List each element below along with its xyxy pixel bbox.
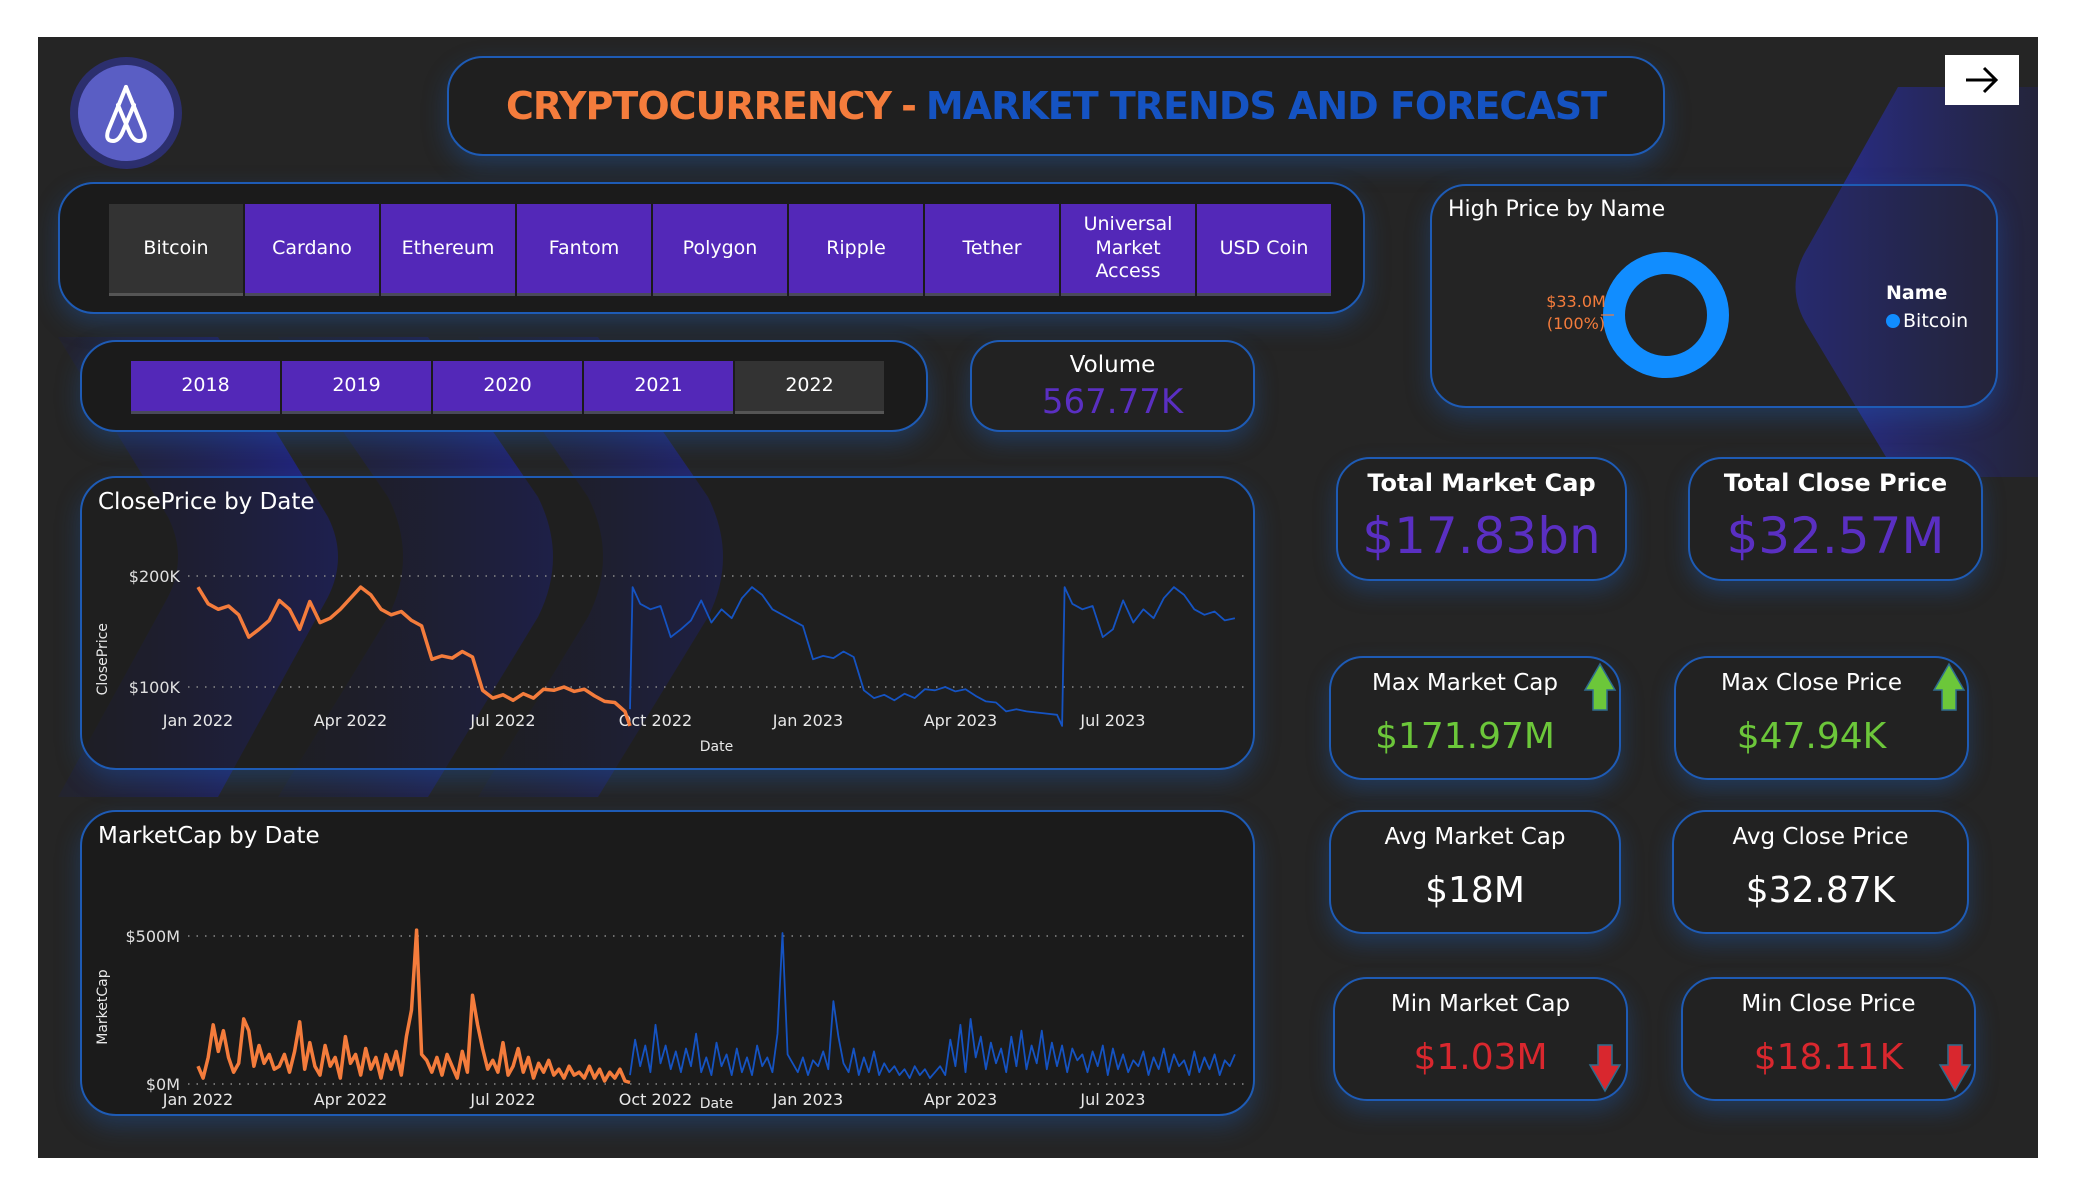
x-tick-label: Apr 2022 — [314, 711, 387, 730]
marketcap-chart-title: MarketCap by Date — [98, 823, 320, 849]
year-option-2018[interactable]: 2018 — [131, 361, 280, 414]
dashboard-canvas: CRYPTOCURRENCY - MARKET TRENDS AND FOREC… — [38, 37, 2038, 1158]
app-logo-icon — [78, 65, 174, 161]
x-tick-label: Oct 2022 — [619, 1090, 692, 1109]
donut-slice-bitcoin — [1603, 252, 1729, 378]
max-market-cap-label: Max Market Cap — [1372, 670, 1558, 696]
high-price-donut-panel — [1430, 184, 1998, 408]
series-line-actual — [196, 928, 631, 1085]
y-axis-title: MarketCap — [95, 969, 111, 1044]
marketcap-chart-panel — [80, 810, 1255, 1116]
title-separator: - — [901, 84, 917, 128]
legend-item-label: Bitcoin — [1903, 310, 1969, 332]
max-close-price-card: Max Close Price $47.94K — [1674, 656, 1969, 780]
x-tick-label: Apr 2023 — [924, 711, 997, 730]
trend-down-icon — [1588, 1044, 1622, 1093]
coin-option-polygon[interactable]: Polygon — [653, 204, 787, 296]
total-market-cap-card: Total Market Cap $17.83bn — [1336, 457, 1627, 581]
series-line-forecast — [629, 932, 1236, 1080]
coin-option-bitcoin[interactable]: Bitcoin — [109, 204, 243, 296]
coin-option-tether[interactable]: Tether — [925, 204, 1059, 296]
year-option-2019[interactable]: 2019 — [282, 361, 431, 414]
total-close-price-card: Total Close Price $32.57M — [1688, 457, 1983, 581]
total-close-price-label: Total Close Price — [1723, 469, 1948, 497]
closeprice-chart-panel — [80, 476, 1255, 770]
arrow-right-icon — [1966, 66, 1999, 94]
donut-data-label: $33.0M — [1546, 292, 1606, 311]
y-tick-label: $0M — [146, 1075, 180, 1094]
min-market-cap-label: Min Market Cap — [1390, 991, 1571, 1017]
x-tick-label: Jul 2023 — [1079, 711, 1145, 730]
max-close-price-value: $47.94K — [1736, 716, 1887, 757]
avg-market-cap-value: $18M — [1425, 870, 1525, 911]
x-tick-label: Apr 2022 — [314, 1090, 387, 1109]
min-close-price-label: Min Close Price — [1741, 991, 1916, 1017]
avg-close-price-label: Avg Close Price — [1732, 824, 1909, 850]
volume-value: 567.77K — [1041, 382, 1184, 422]
coin-option-ripple[interactable]: Ripple — [789, 204, 923, 296]
x-axis-title: Date — [700, 1096, 733, 1112]
total-close-price-value: $32.57M — [1726, 507, 1945, 565]
y-tick-label: $500M — [125, 927, 180, 946]
donut-legend: Name Bitcoin — [1886, 282, 1968, 332]
title-panel — [447, 56, 1665, 156]
marketcap-line-chart: $0M $500M Jan 2022 Apr 2022 Jul 2022 Oct 2022… — [95, 927, 1250, 1112]
x-tick-label: Jul 2022 — [469, 1090, 535, 1109]
x-tick-label: Jul 2022 — [469, 711, 535, 730]
coin-option-fantom[interactable]: Fantom — [517, 204, 651, 296]
x-tick-label: Jan 2023 — [772, 1090, 843, 1109]
legend-dot-icon — [1886, 314, 1900, 328]
y-axis-title: ClosePrice — [95, 623, 111, 695]
avg-close-price-card: Avg Close Price $32.87K — [1672, 810, 1969, 934]
x-tick-label: Jan 2022 — [162, 711, 233, 730]
app-logo — [70, 57, 182, 169]
min-market-cap-value: $1.03M — [1413, 1037, 1548, 1078]
title-part-2: MARKET TRENDS AND FORECAST — [925, 84, 1607, 128]
x-tick-label: Oct 2022 — [619, 711, 692, 730]
title-part-1: CRYPTOCURRENCY — [505, 84, 892, 128]
legend-title: Name — [1886, 282, 1948, 304]
trend-up-icon — [1932, 662, 1966, 711]
coin-option-usd-coin[interactable]: USD Coin — [1197, 204, 1331, 296]
legend-item-bitcoin[interactable]: Bitcoin — [1886, 310, 1968, 332]
max-market-cap-value: $171.97M — [1375, 716, 1555, 757]
y-tick-label: $100K — [129, 678, 181, 697]
avg-close-price-value: $32.87K — [1745, 870, 1896, 911]
coin-option-universal-market-access[interactable]: Universal Market Access — [1061, 204, 1195, 296]
x-axis-title: Date — [700, 739, 733, 755]
total-market-cap-label: Total Market Cap — [1367, 469, 1596, 497]
min-close-price-card: Min Close Price $18.11K — [1681, 977, 1976, 1101]
trend-down-icon — [1938, 1044, 1972, 1093]
y-tick-label: $200K — [129, 567, 181, 586]
volume-card: Volume 567.77K — [970, 340, 1255, 432]
closeprice-chart-title: ClosePrice by Date — [98, 489, 315, 515]
donut-chart: $33.0M (100%) — [1546, 252, 1729, 378]
page-title: CRYPTOCURRENCY - MARKET TRENDS AND FOREC… — [447, 56, 1665, 156]
max-close-price-label: Max Close Price — [1721, 670, 1902, 696]
series-line-forecast — [629, 586, 1236, 727]
avg-market-cap-label: Avg Market Cap — [1384, 824, 1566, 850]
avg-market-cap-card: Avg Market Cap $18M — [1329, 810, 1621, 934]
total-market-cap-value: $17.83bn — [1362, 507, 1601, 565]
year-option-2021[interactable]: 2021 — [584, 361, 733, 414]
x-tick-label: Jul 2023 — [1079, 1090, 1145, 1109]
donut-title: High Price by Name — [1448, 197, 1666, 222]
min-close-price-value: $18.11K — [1753, 1037, 1904, 1078]
min-market-cap-card: Min Market Cap $1.03M — [1333, 977, 1628, 1101]
trend-up-icon — [1583, 662, 1617, 711]
volume-label: Volume — [1069, 352, 1156, 378]
coin-option-ethereum[interactable]: Ethereum — [381, 204, 515, 296]
donut-data-pct: (100%) — [1547, 314, 1605, 333]
year-option-2022[interactable]: 2022 — [735, 361, 884, 414]
series-line-actual — [196, 585, 632, 727]
next-page-button[interactable] — [1945, 55, 2019, 105]
year-option-2020[interactable]: 2020 — [433, 361, 582, 414]
x-tick-label: Apr 2023 — [924, 1090, 997, 1109]
max-market-cap-card: Max Market Cap $171.97M — [1329, 656, 1621, 780]
x-tick-label: Jan 2023 — [772, 711, 843, 730]
closeprice-line-chart: $100K $200K Jan 2022 Apr 2022 Jul 2022 Oct 20… — [95, 567, 1250, 755]
coin-option-cardano[interactable]: Cardano — [245, 204, 379, 296]
x-tick-label: Jan 2022 — [162, 1090, 233, 1109]
